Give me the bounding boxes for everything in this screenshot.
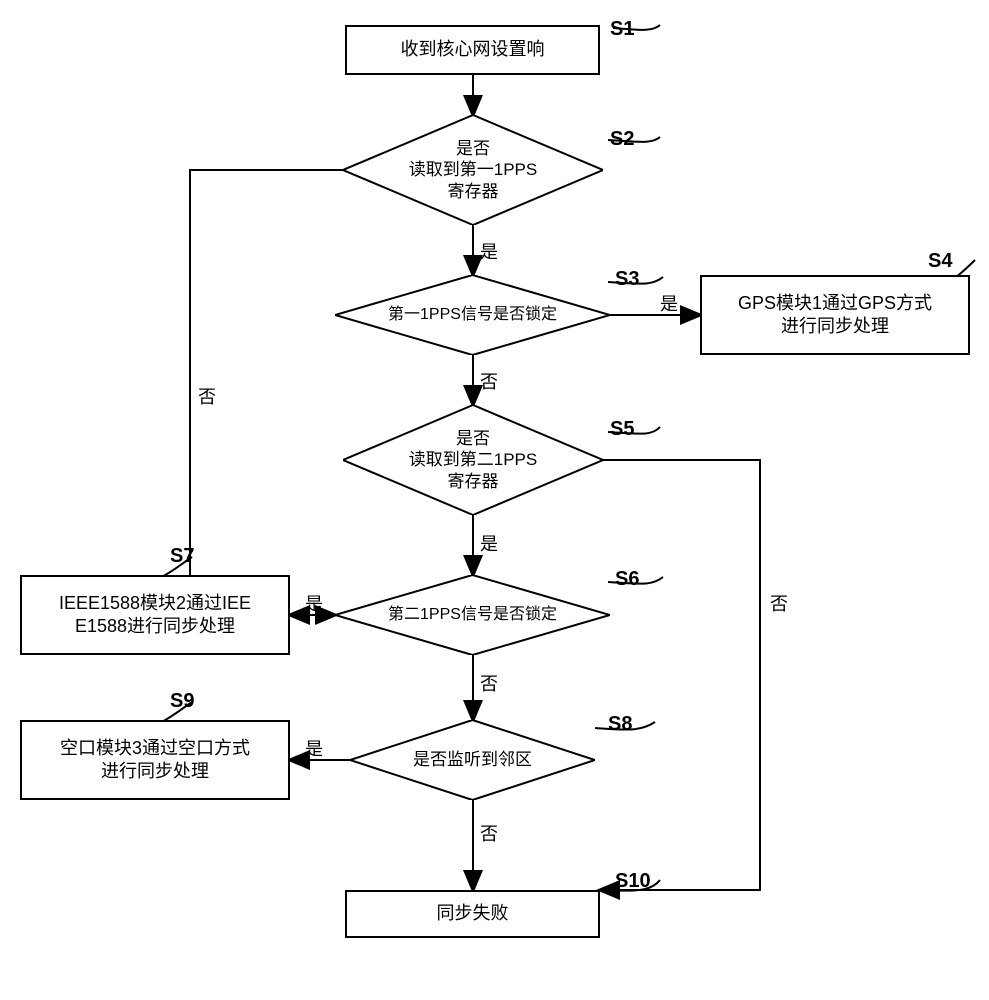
node-s5-text: 是否 读取到第二1PPS 寄存器 [409, 428, 537, 492]
step-label-s1: S1 [610, 18, 634, 41]
step-label-s8: S8 [608, 713, 632, 736]
node-s3-text: 第一1PPS信号是否锁定 [388, 305, 557, 325]
node-s8: 是否监听到邻区 [350, 720, 595, 800]
node-s2: 是否 读取到第一1PPS 寄存器 [343, 115, 603, 225]
node-s5: 是否 读取到第二1PPS 寄存器 [343, 405, 603, 515]
node-s1-text: 收到核心网设置响 [401, 38, 545, 61]
node-s10-text: 同步失败 [437, 902, 509, 925]
edge-label-s5-no: 否 [770, 590, 788, 616]
node-s7-text: IEEE1588模块2通过IEE E1588进行同步处理 [59, 592, 251, 639]
node-s4: GPS模块1通过GPS方式 进行同步处理 [700, 275, 970, 355]
step-label-s3: S3 [615, 268, 639, 291]
edge-label-s8-no: 否 [480, 820, 498, 846]
node-s1: 收到核心网设置响 [345, 25, 600, 75]
node-s7: IEEE1588模块2通过IEE E1588进行同步处理 [20, 575, 290, 655]
step-label-s2: S2 [610, 128, 634, 151]
step-label-s7: S7 [170, 545, 194, 568]
node-s2-text: 是否 读取到第一1PPS 寄存器 [409, 138, 537, 202]
edge-label-s6-yes: 是 [305, 590, 323, 616]
edge-label-s8-yes: 是 [305, 735, 323, 761]
edge-label-s3-no: 否 [480, 368, 498, 394]
edge-e7 [600, 460, 760, 890]
step-label-s4: S4 [928, 250, 952, 273]
node-s9: 空口模块3通过空口方式 进行同步处理 [20, 720, 290, 800]
edge-label-s2-no: 否 [198, 383, 216, 409]
step-label-s6: S6 [615, 568, 639, 591]
node-s4-text: GPS模块1通过GPS方式 进行同步处理 [738, 292, 932, 339]
node-s10: 同步失败 [345, 890, 600, 938]
edge-label-s3-yes: 是 [660, 290, 678, 316]
node-s6-text: 第二1PPS信号是否锁定 [388, 605, 557, 625]
node-s9-text: 空口模块3通过空口方式 进行同步处理 [60, 737, 250, 784]
step-label-s10: S10 [615, 870, 651, 893]
flowchart-canvas: 收到核心网设置响 GPS模块1通过GPS方式 进行同步处理 IEEE1588模块… [0, 0, 989, 1000]
node-s8-text: 是否监听到邻区 [413, 749, 532, 770]
node-s6: 第二1PPS信号是否锁定 [335, 575, 610, 655]
edge-label-s5-yes: 是 [480, 530, 498, 556]
step-label-s5: S5 [610, 418, 634, 441]
node-s3: 第一1PPS信号是否锁定 [335, 275, 610, 355]
edge-label-s2-yes: 是 [480, 238, 498, 264]
edge-label-s6-no: 否 [480, 670, 498, 696]
step-label-s9: S9 [170, 690, 194, 713]
